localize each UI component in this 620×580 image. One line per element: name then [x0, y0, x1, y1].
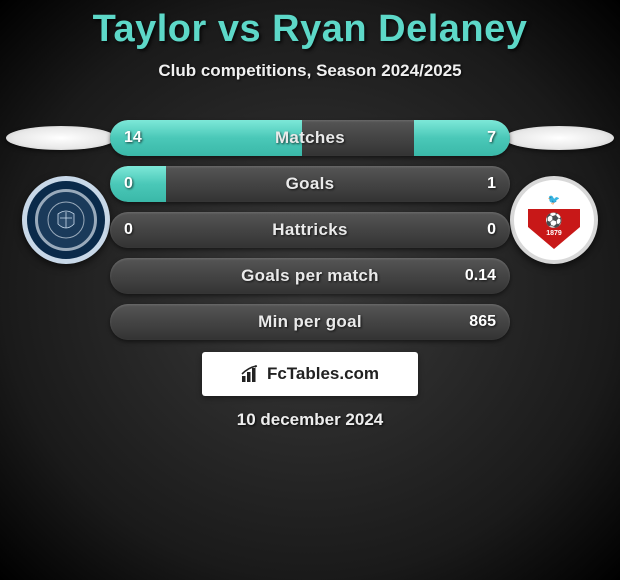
badge-right-shield: 🐦 ⚽ 1879 [528, 191, 580, 249]
brand-text: FcTables.com [267, 364, 379, 384]
stat-label: Hattricks [110, 212, 510, 248]
player-right-platform [504, 126, 614, 150]
badge-right-shield-top: 🐦 [528, 191, 580, 209]
stat-label: Matches [110, 120, 510, 156]
stat-row: Min per goal865 [110, 304, 510, 340]
player-right-club-badge: 🐦 ⚽ 1879 [510, 176, 598, 264]
player-left-club-badge [22, 176, 110, 264]
stat-row: 0Goals1 [110, 166, 510, 202]
stat-label: Goals [110, 166, 510, 202]
subtitle: Club competitions, Season 2024/2025 [0, 61, 620, 81]
brand-watermark: FcTables.com [202, 352, 418, 396]
football-icon: ⚽ [545, 212, 562, 229]
player-left-platform [6, 126, 116, 150]
page-title: Taylor vs Ryan Delaney [0, 0, 620, 51]
date-label: 10 december 2024 [0, 410, 620, 430]
stat-value-right: 1 [487, 166, 496, 202]
stat-label: Min per goal [110, 304, 510, 340]
stat-row: 14Matches7 [110, 120, 510, 156]
stat-value-right: 865 [469, 304, 496, 340]
wycombe-crest-icon [46, 200, 86, 240]
robin-icon: 🐦 [548, 195, 560, 206]
badge-right-year: 1879 [546, 230, 562, 237]
stat-label: Goals per match [110, 258, 510, 294]
bar-chart-icon [241, 365, 261, 383]
stat-value-right: 0.14 [465, 258, 496, 294]
badge-left-inner [35, 189, 97, 251]
stat-row: Goals per match0.14 [110, 258, 510, 294]
stat-row: 0Hattricks0 [110, 212, 510, 248]
stats-table: 14Matches70Goals10Hattricks0Goals per ma… [110, 120, 510, 350]
stat-value-right: 7 [487, 120, 496, 156]
stat-value-right: 0 [487, 212, 496, 248]
